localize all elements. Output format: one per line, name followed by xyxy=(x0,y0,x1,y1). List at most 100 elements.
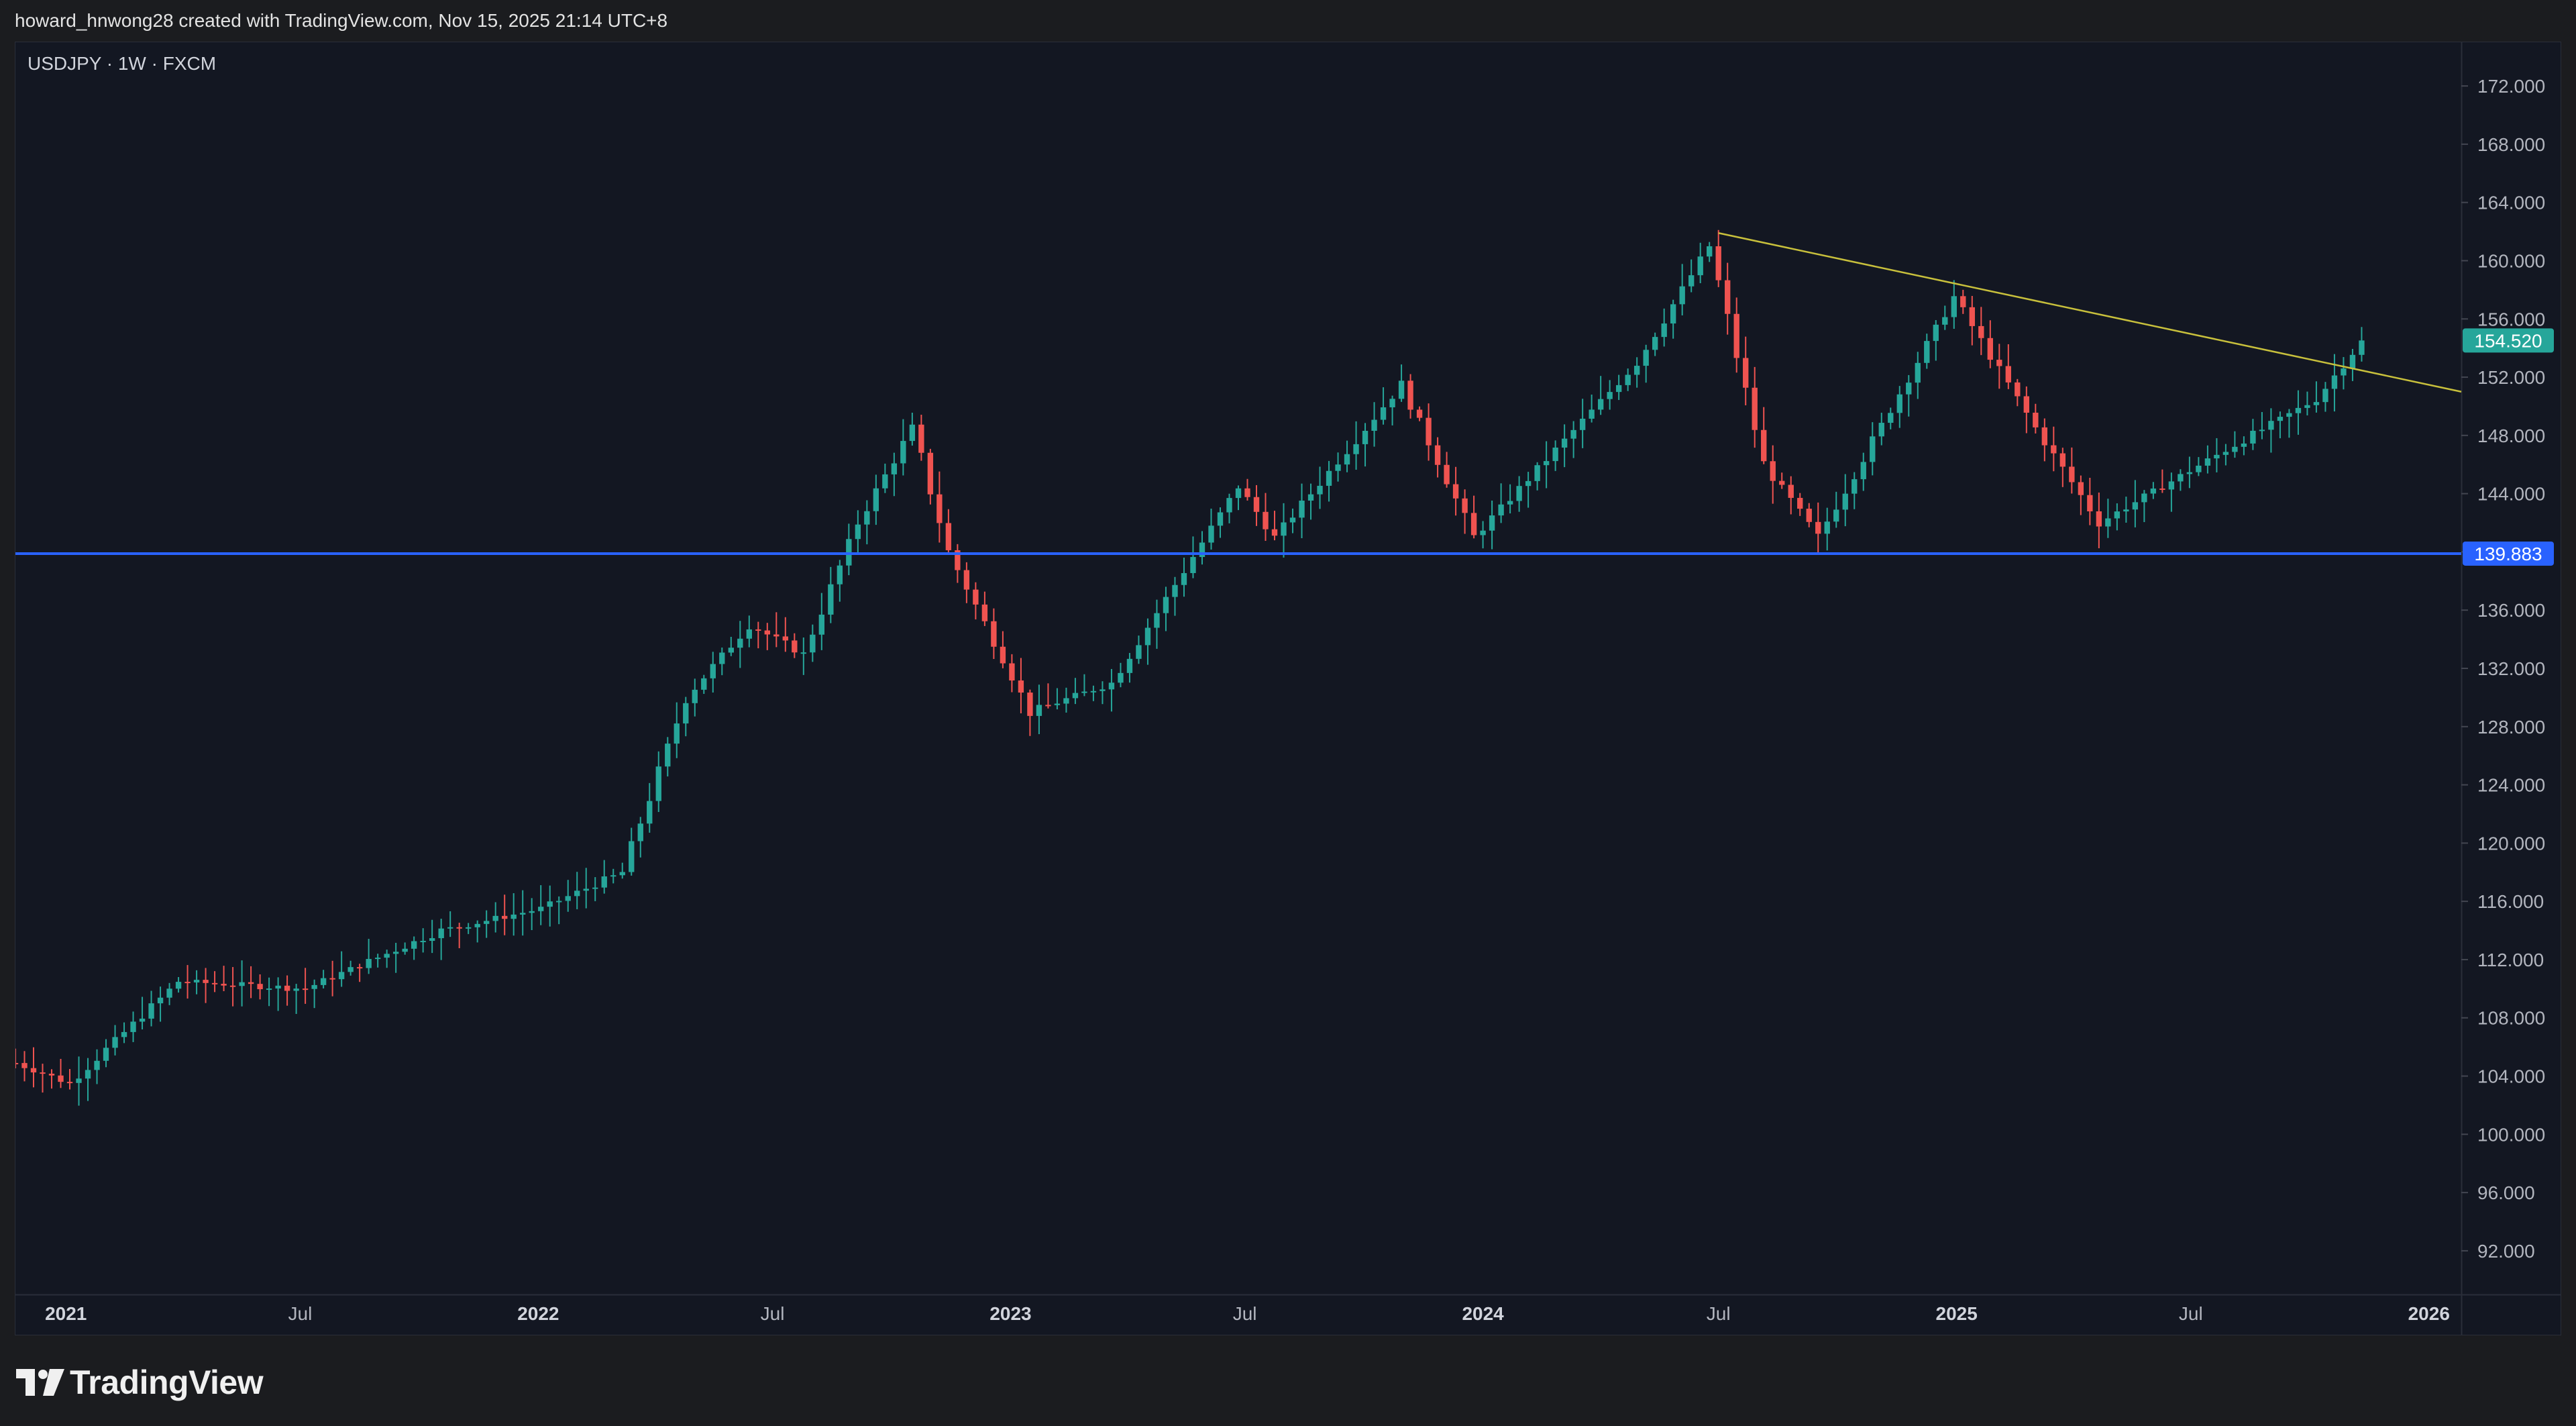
candle-up[interactable] xyxy=(1570,429,1576,439)
candle-up[interactable] xyxy=(1099,689,1106,691)
candle-down[interactable] xyxy=(2087,495,2093,511)
candle-down[interactable] xyxy=(936,494,943,523)
candle-up[interactable] xyxy=(1933,324,1939,342)
candle-down[interactable] xyxy=(15,1063,19,1065)
candle-down[interactable] xyxy=(1263,511,1269,529)
candle-up[interactable] xyxy=(909,424,916,442)
candle-down[interactable] xyxy=(973,589,979,605)
candle-up[interactable] xyxy=(1226,498,1232,513)
candle-up[interactable] xyxy=(683,703,689,724)
candle-up[interactable] xyxy=(1335,464,1341,471)
candle-down[interactable] xyxy=(1725,280,1731,314)
candle-up[interactable] xyxy=(529,911,535,913)
candle-up[interactable] xyxy=(1870,436,1876,462)
candle-up[interactable] xyxy=(2349,354,2356,369)
candle-up[interactable] xyxy=(1589,409,1595,419)
candle-down[interactable] xyxy=(1434,445,1441,465)
candle-up[interactable] xyxy=(1534,465,1540,481)
candle-up[interactable] xyxy=(2178,474,2184,482)
candle-down[interactable] xyxy=(1407,380,1413,410)
candle-up[interactable] xyxy=(1036,705,1042,716)
candle-up[interactable] xyxy=(1924,341,1930,363)
candle-up[interactable] xyxy=(891,463,898,474)
candle-down[interactable] xyxy=(1733,313,1739,358)
candle-up[interactable] xyxy=(2141,493,2147,503)
candle-up[interactable] xyxy=(266,988,272,990)
candle-down[interactable] xyxy=(1444,464,1450,485)
candle-up[interactable] xyxy=(484,921,490,924)
candle-up[interactable] xyxy=(338,972,345,980)
candle-down[interactable] xyxy=(48,1073,55,1076)
candle-down[interactable] xyxy=(1797,497,1803,509)
candle-up[interactable] xyxy=(1860,462,1866,480)
candle-up[interactable] xyxy=(1199,542,1205,558)
candle-up[interactable] xyxy=(1317,485,1323,495)
candle-up[interactable] xyxy=(1190,557,1196,574)
candle-up[interactable] xyxy=(855,524,861,540)
candle-down[interactable] xyxy=(945,523,952,550)
candle-down[interactable] xyxy=(284,985,290,991)
candle-up[interactable] xyxy=(1833,509,1839,522)
candle-up[interactable] xyxy=(1181,573,1187,585)
candle-up[interactable] xyxy=(1299,501,1305,518)
chart-pane[interactable]: 172.000 168.000 164.000 160.000 156.000 152.0… xyxy=(15,42,2561,1335)
trendline[interactable] xyxy=(1718,232,2462,393)
candle-up[interactable] xyxy=(828,584,834,615)
candle-up[interactable] xyxy=(76,1078,82,1083)
candle-down[interactable] xyxy=(302,988,309,990)
candle-up[interactable] xyxy=(655,766,661,801)
candle-up[interactable] xyxy=(130,1021,136,1032)
candle-up[interactable] xyxy=(166,988,172,998)
candle-up[interactable] xyxy=(2331,375,2338,389)
candle-up[interactable] xyxy=(2123,509,2129,512)
candle-up[interactable] xyxy=(1217,512,1224,526)
candle-up[interactable] xyxy=(538,907,544,911)
candle-down[interactable] xyxy=(1788,485,1794,498)
candle-up[interactable] xyxy=(900,441,906,464)
candle-down[interactable] xyxy=(1271,529,1278,536)
candle-up[interactable] xyxy=(2304,405,2310,408)
candle-up[interactable] xyxy=(384,954,390,958)
candle-up[interactable] xyxy=(1081,691,1087,693)
candle-down[interactable] xyxy=(1244,488,1250,497)
candle-up[interactable] xyxy=(94,1060,100,1070)
candle-up[interactable] xyxy=(474,923,480,927)
candle-up[interactable] xyxy=(275,985,281,989)
candle-up[interactable] xyxy=(818,614,825,635)
candle-down[interactable] xyxy=(1987,338,1993,360)
candle-up[interactable] xyxy=(2186,472,2193,474)
candle-up[interactable] xyxy=(2204,458,2211,466)
candle-up[interactable] xyxy=(1579,418,1586,430)
candle-up[interactable] xyxy=(629,841,635,872)
candle-down[interactable] xyxy=(2023,396,2030,413)
candle-up[interactable] xyxy=(2132,502,2139,510)
candle-up[interactable] xyxy=(1942,317,1948,325)
candle-up[interactable] xyxy=(320,978,327,985)
candle-up[interactable] xyxy=(1389,399,1395,407)
candle-down[interactable] xyxy=(1743,358,1749,388)
candle-up[interactable] xyxy=(148,1003,154,1019)
candle-down[interactable] xyxy=(248,982,254,984)
candle-down[interactable] xyxy=(1761,429,1767,462)
candle-down[interactable] xyxy=(1045,705,1051,707)
candle-up[interactable] xyxy=(293,988,299,991)
candle-up[interactable] xyxy=(2241,443,2247,447)
candle-up[interactable] xyxy=(1625,374,1631,385)
candle-down[interactable] xyxy=(1978,325,1984,338)
candle-up[interactable] xyxy=(2359,340,2365,355)
candle-down[interactable] xyxy=(2051,445,2057,454)
candle-down[interactable] xyxy=(2033,412,2039,427)
candle-down[interactable] xyxy=(991,621,997,647)
candle-up[interactable] xyxy=(392,952,399,954)
candle-up[interactable] xyxy=(701,678,707,690)
candle-up[interactable] xyxy=(1126,658,1133,673)
candle-up[interactable] xyxy=(1851,479,1858,494)
candle-up[interactable] xyxy=(1154,613,1160,628)
candle-up[interactable] xyxy=(2313,402,2320,405)
candle-up[interactable] xyxy=(565,896,571,901)
candle-down[interactable] xyxy=(1779,480,1785,485)
candle-up[interactable] xyxy=(447,927,453,929)
candle-up[interactable] xyxy=(2268,421,2274,430)
candle-down[interactable] xyxy=(502,915,508,919)
candle-up[interactable] xyxy=(810,634,816,653)
